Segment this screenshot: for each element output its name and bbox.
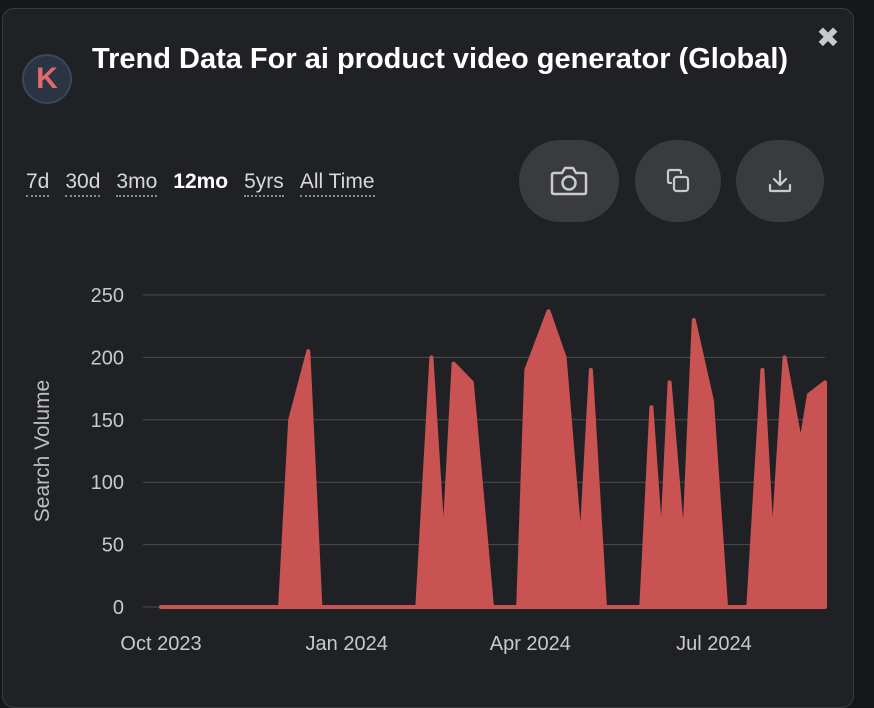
y-tick-label: 250: [91, 285, 124, 307]
camera-icon: [550, 166, 588, 196]
search-volume-area: [159, 309, 827, 609]
close-icon[interactable]: ✖: [816, 22, 840, 53]
x-tick-labels: Oct 2023 Jan 2024 Apr 2024 Jul 2024: [120, 633, 751, 655]
copy-icon: [666, 168, 690, 193]
download-icon: [768, 169, 792, 193]
range-all-time[interactable]: All Time: [299, 170, 375, 197]
screenshot-button[interactable]: [519, 140, 619, 222]
y-tick-labels: 0 50 100 150 200 250: [91, 285, 124, 619]
range-12mo[interactable]: 12mo: [173, 170, 229, 193]
range-30d[interactable]: 30d: [65, 170, 101, 197]
y-tick-label: 50: [102, 535, 124, 557]
logo-letter: K: [36, 62, 58, 95]
y-tick-label: 150: [91, 410, 124, 432]
x-tick-label: Jul 2024: [676, 633, 752, 655]
x-tick-label: Jan 2024: [306, 633, 388, 655]
copy-button[interactable]: [635, 140, 721, 222]
page-title: Trend Data For ai product video generato…: [92, 43, 789, 75]
y-tick-label: 100: [91, 472, 124, 494]
range-7d[interactable]: 7d: [26, 170, 50, 197]
y-axis-label: Search Volume: [31, 380, 54, 522]
x-tick-label: Apr 2024: [490, 633, 571, 655]
download-button[interactable]: [736, 140, 824, 222]
avatar: K: [22, 54, 72, 104]
y-tick-label: 200: [91, 347, 124, 369]
range-3mo[interactable]: 3mo: [116, 170, 158, 197]
trend-chart: 0 50 100 150 200 250 Oct 2023 Jan 2024 Apr 2024…: [31, 285, 827, 655]
y-tick-label: 0: [113, 597, 124, 619]
range-5yrs[interactable]: 5yrs: [244, 170, 284, 197]
range-selector: 7d 30d 3mo 12mo 5yrs All Time: [26, 170, 375, 197]
x-tick-label: Oct 2023: [120, 633, 201, 655]
